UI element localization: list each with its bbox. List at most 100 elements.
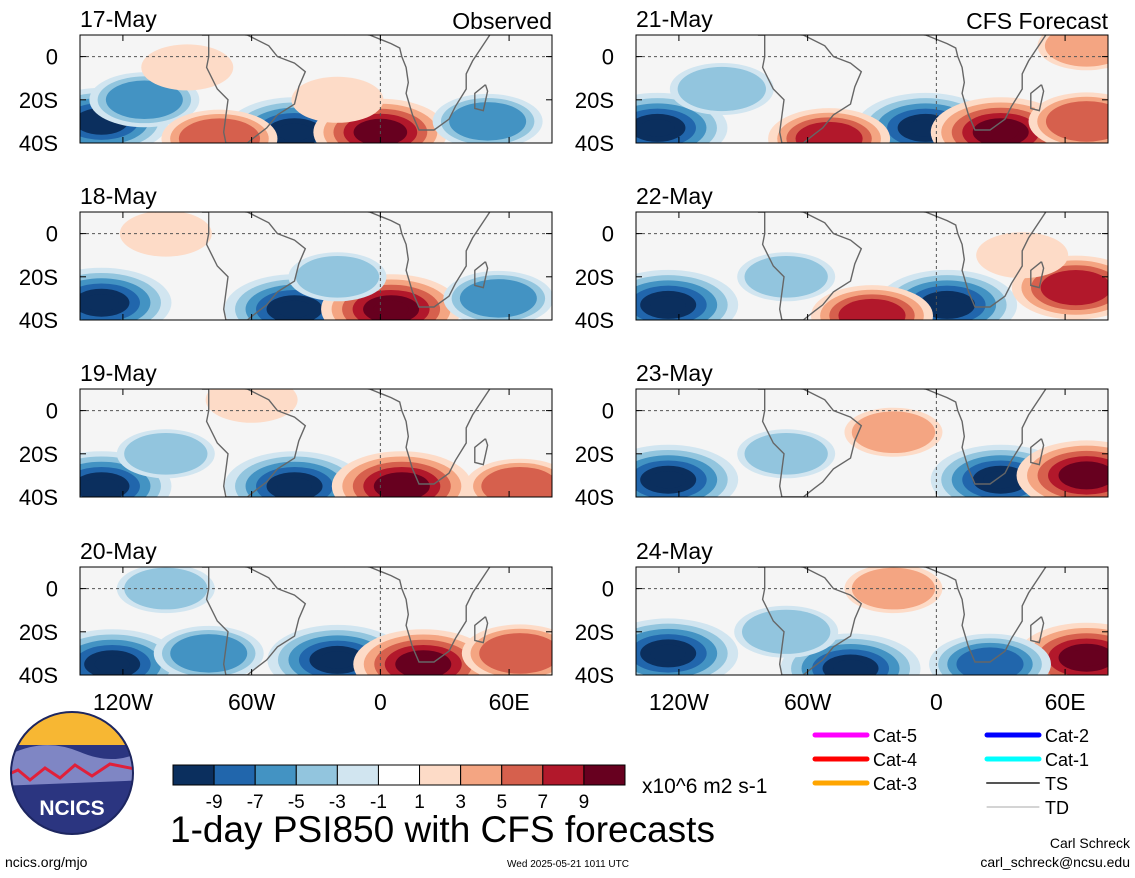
footer-left: ncics.org/mjo bbox=[5, 854, 88, 870]
colorbar-tick: -9 bbox=[206, 792, 223, 813]
y-tick-label: 20S bbox=[575, 88, 614, 113]
coastlines bbox=[155, 389, 491, 497]
coastline bbox=[155, 212, 209, 213]
coastline bbox=[1030, 616, 1045, 644]
psi-field bbox=[80, 567, 552, 675]
y-tick-label: 20S bbox=[19, 442, 58, 467]
coastlines bbox=[155, 35, 491, 143]
y-tick-label: 0 bbox=[602, 45, 614, 70]
panel-date: 17-May bbox=[80, 6, 157, 32]
panel-18-may: 0 20S 40S 18-May bbox=[19, 183, 553, 333]
y-tick-label: 40S bbox=[19, 485, 58, 510]
psi-contour bbox=[639, 119, 675, 137]
panel-date: 21-May bbox=[636, 6, 713, 32]
colorbar-swatch bbox=[542, 764, 585, 786]
y-tick-label: 40S bbox=[575, 485, 614, 510]
colorbar-swatch bbox=[336, 764, 379, 786]
colorbar-swatch bbox=[295, 764, 338, 786]
panel-frame bbox=[79, 211, 553, 321]
psi-contour bbox=[291, 76, 384, 123]
panel-20-may: 0 20S 40S 20-May 120W 60W 0 60E bbox=[19, 538, 553, 715]
psi-contour bbox=[479, 633, 552, 674]
colorbar-swatch bbox=[377, 764, 421, 786]
psi-contour bbox=[956, 647, 1024, 675]
coastlines bbox=[711, 567, 1047, 675]
psi-field bbox=[80, 389, 552, 497]
psi-contour bbox=[677, 66, 767, 112]
psi-contour bbox=[481, 466, 552, 497]
coastline bbox=[1030, 84, 1045, 112]
panel-frame bbox=[79, 34, 553, 144]
psi-contour bbox=[105, 80, 183, 120]
panel-frame bbox=[635, 388, 1109, 498]
psi-field bbox=[636, 35, 1108, 143]
psi-contour bbox=[744, 432, 828, 475]
coastline bbox=[155, 567, 209, 568]
colorbar-swatch bbox=[460, 764, 503, 786]
panel-date: 23-May bbox=[636, 360, 713, 386]
coastlines bbox=[711, 389, 1047, 497]
psi-contour bbox=[833, 659, 869, 675]
coastline bbox=[343, 567, 491, 663]
coastlines bbox=[155, 212, 491, 320]
coastline bbox=[343, 212, 491, 308]
y-tick-label: 20S bbox=[575, 265, 614, 290]
psi-contour bbox=[384, 477, 420, 495]
panel-date: 20-May bbox=[80, 538, 157, 564]
y-tick-label: 20S bbox=[575, 442, 614, 467]
x-tick-label: 60E bbox=[1045, 689, 1086, 715]
psi-contour bbox=[83, 477, 119, 495]
psi-contour bbox=[141, 44, 234, 91]
psi-contour bbox=[983, 470, 1019, 489]
coastline bbox=[711, 567, 765, 568]
y-tick-label: 0 bbox=[602, 577, 614, 602]
coastline bbox=[899, 389, 1047, 485]
colorbar-tick: 9 bbox=[579, 792, 590, 813]
panel-24-may: 0 20S 40S 24-May 120W 60W 0 60E bbox=[575, 538, 1109, 715]
colorbar-swatch bbox=[254, 764, 297, 786]
coastline bbox=[343, 389, 491, 485]
coastline bbox=[899, 35, 1047, 131]
main-title: 1-day PSI850 with CFS forecasts bbox=[170, 809, 715, 850]
psi-contour bbox=[124, 432, 208, 475]
colorbar-tick: -1 bbox=[370, 792, 387, 813]
coastline bbox=[205, 389, 307, 497]
y-tick-label: 20S bbox=[575, 620, 614, 645]
psi-contour bbox=[319, 651, 355, 669]
psi-contour bbox=[1044, 35, 1108, 67]
coastlines bbox=[155, 567, 491, 675]
coastline bbox=[761, 389, 863, 497]
y-tick-label: 20S bbox=[19, 620, 58, 645]
psi-contour bbox=[205, 389, 298, 423]
psi-contour bbox=[83, 293, 119, 312]
y-tick-label: 0 bbox=[46, 577, 58, 602]
y-tick-label: 40S bbox=[19, 308, 58, 333]
coastline bbox=[711, 212, 765, 213]
colorbar-tick: 1 bbox=[414, 792, 425, 813]
y-tick-label: 20S bbox=[19, 265, 58, 290]
psi-contour bbox=[983, 123, 1019, 141]
panel-22-may: 0 20S 40S 22-May bbox=[575, 183, 1109, 333]
psi-contour bbox=[851, 411, 936, 454]
psi-contour bbox=[851, 567, 936, 610]
x-tick-label: 120W bbox=[649, 689, 709, 715]
psi-contour bbox=[449, 102, 527, 141]
legend-label: Cat-2 bbox=[1045, 726, 1089, 746]
colorbar-tick: -3 bbox=[329, 792, 346, 813]
panel-frame bbox=[79, 566, 553, 676]
coastline bbox=[761, 212, 863, 320]
y-tick-label: 40S bbox=[575, 131, 614, 156]
psi-contour bbox=[295, 255, 380, 298]
psi-contour bbox=[1069, 648, 1105, 667]
panel-frame bbox=[635, 566, 1109, 676]
x-tick-label: 0 bbox=[930, 689, 943, 715]
colorbar-tick: -5 bbox=[288, 792, 305, 813]
psi-contour bbox=[1045, 101, 1108, 142]
panel-21-may: 0 20S 40S 21-May CFS Forecast bbox=[575, 6, 1109, 156]
coastline bbox=[205, 35, 307, 143]
colorbar: -9 -7 -5 -3 -1 1 3 5 7 9 bbox=[172, 764, 626, 813]
coastline bbox=[343, 35, 491, 131]
psi-contour bbox=[178, 118, 261, 143]
panel-23-may: 0 20S 40S 23-May bbox=[575, 360, 1109, 510]
